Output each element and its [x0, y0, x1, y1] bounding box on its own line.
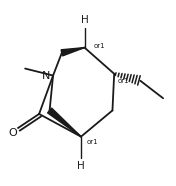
Text: N: N — [42, 71, 51, 81]
Text: H: H — [81, 15, 88, 25]
Polygon shape — [61, 48, 84, 56]
Text: or1: or1 — [118, 78, 129, 84]
Text: or1: or1 — [93, 43, 105, 49]
Text: O: O — [9, 128, 17, 138]
Text: or1: or1 — [86, 139, 98, 145]
Text: H: H — [77, 161, 85, 171]
Polygon shape — [48, 108, 81, 137]
